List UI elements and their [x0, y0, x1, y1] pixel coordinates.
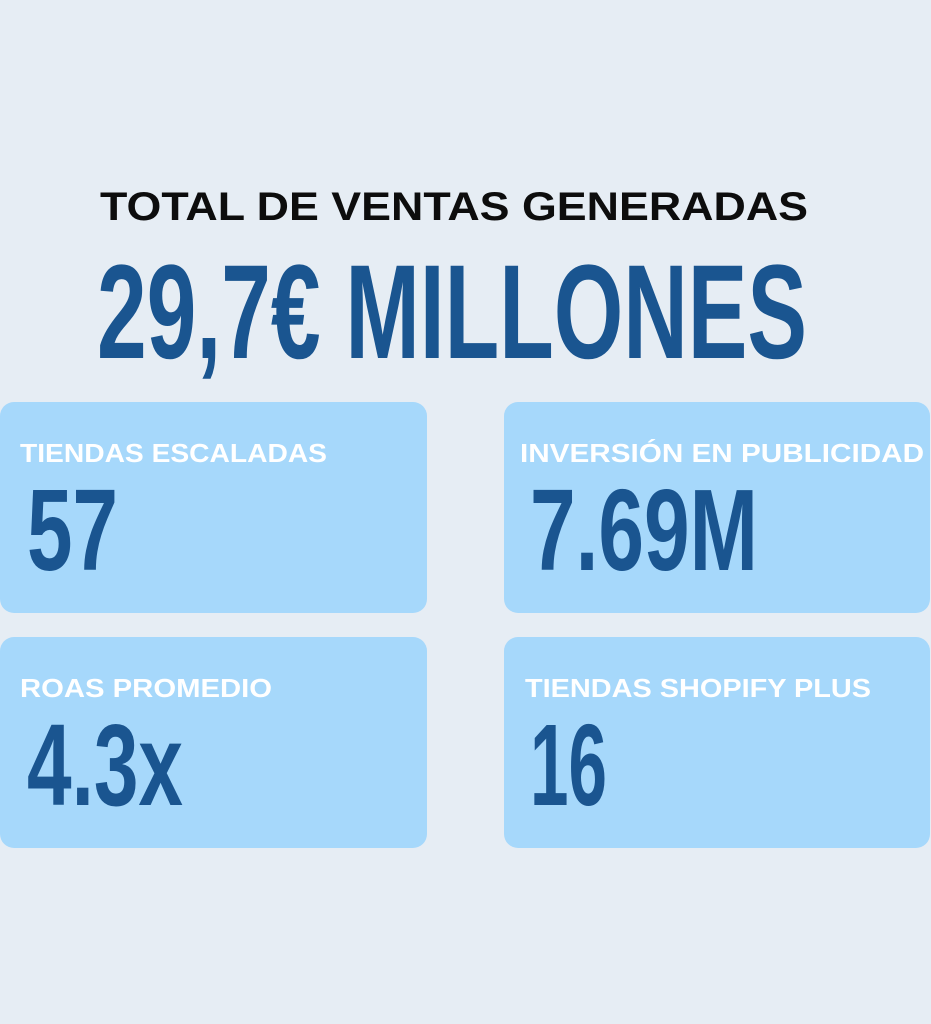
card-value: 16	[530, 700, 607, 830]
title: TOTAL DE VENTAS GENERADAS	[100, 185, 808, 229]
card	[504, 637, 930, 848]
card	[0, 637, 427, 848]
card-value: 7.69M	[530, 465, 758, 595]
card-label: TIENDAS ESCALADAS	[20, 438, 327, 468]
card-value: 57	[27, 465, 118, 595]
card	[504, 402, 930, 613]
total-sales: 29,7€ MILLONES	[97, 238, 807, 387]
card-label: TIENDAS SHOPIFY PLUS	[525, 673, 871, 703]
card-label: ROAS PROMEDIO	[20, 673, 272, 703]
card-label: INVERSIÓN EN PUBLICIDAD	[520, 438, 924, 468]
card	[0, 402, 427, 613]
card-value: 4.3x	[27, 700, 183, 830]
